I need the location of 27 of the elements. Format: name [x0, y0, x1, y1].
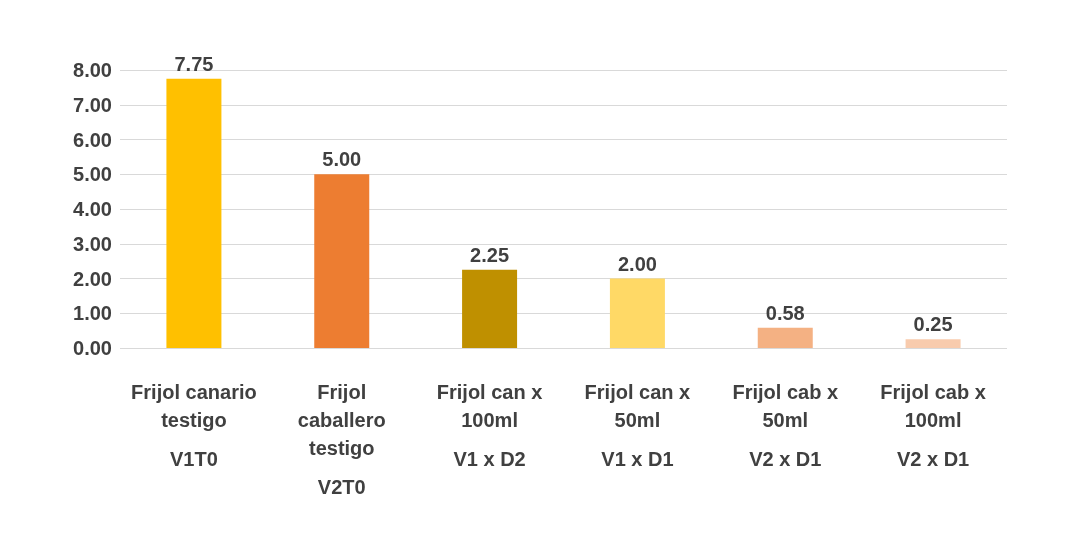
data-label: 2.25	[470, 243, 510, 266]
bar	[462, 269, 518, 348]
data-label: 2.00	[617, 252, 657, 275]
bar	[905, 339, 961, 348]
y-tick-label: 5.00	[73, 163, 112, 186]
x-tick-label: Frijol cab x 100ml V2 x D1	[880, 381, 986, 470]
y-tick-label: 2.00	[73, 267, 112, 290]
x-tick-label: Frijol cab x 50ml V2 x D1	[732, 381, 839, 470]
y-tick-label: 6.00	[73, 128, 112, 151]
bar	[314, 174, 370, 348]
x-tick-label: Frijol can x 100ml V1 x D2	[436, 381, 543, 470]
x-tick-label: Frijol can x 50ml V1 x D1	[584, 381, 691, 470]
y-tick-label: 7.00	[73, 93, 112, 116]
data-label: 0.25	[913, 313, 953, 336]
data-label: 0.58	[765, 301, 805, 324]
y-tick-label: 1.00	[73, 302, 112, 325]
x-tick-label: Frijol caballero testigo V2T0	[297, 381, 386, 498]
y-tick-label: 0.00	[73, 337, 112, 359]
data-label: 7.75	[174, 52, 214, 75]
x-tick-label: Frijol canario testigo V1T0	[131, 381, 257, 470]
bar	[757, 327, 813, 348]
y-tick-label: 4.00	[73, 198, 112, 220]
data-label: 5.00	[322, 148, 362, 171]
bar	[609, 278, 665, 348]
bar	[166, 78, 222, 348]
y-tick-label: 3.00	[73, 232, 112, 255]
y-tick-label: 8.00	[73, 59, 112, 81]
